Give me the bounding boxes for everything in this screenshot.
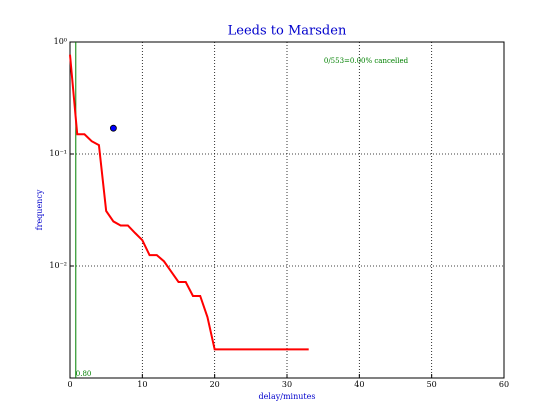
data-point	[110, 124, 117, 132]
threshold-label: 0.80	[76, 370, 92, 378]
y-tick-label: 10⁻²	[49, 261, 67, 270]
data-line	[69, 54, 309, 351]
annotation: 0/553=0.00% cancelled	[324, 57, 409, 65]
y-tick-label: 10⁰	[54, 37, 67, 46]
x-tick-label: 40	[354, 380, 364, 389]
x-tick-label: 10	[137, 380, 147, 389]
x-tick-label: 0	[67, 380, 72, 389]
chart-title: Leeds to Marsden	[228, 24, 347, 39]
x-tick-label: 20	[210, 380, 220, 389]
y-axis-label: frequency	[35, 189, 44, 230]
x-tick-label: 30	[282, 380, 292, 389]
x-axis-label: delay/minutes	[259, 392, 316, 401]
x-tick-label: 60	[499, 380, 509, 389]
x-tick-label: 50	[427, 380, 437, 389]
y-tick-label: 10⁻¹	[49, 149, 67, 158]
